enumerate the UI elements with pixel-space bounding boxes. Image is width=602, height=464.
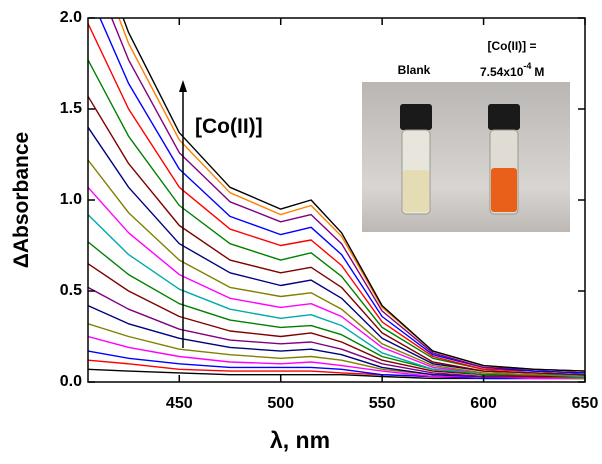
chart: [Co(II)] Blank [Co(II)] = 7.54x10-4M λ, … [0,0,602,464]
y-tick-label: 2.0 [60,9,82,26]
inset-label: Blank [398,63,431,77]
inset-label: [Co(II)] = [488,39,537,53]
arrow-label: [Co(II)] [195,115,263,138]
x-tick-label: 550 [369,395,396,412]
spectrum-line [88,287,585,376]
page: {"chart_data": {"type": "line", "x_label… [0,0,602,464]
unit: M [534,65,544,79]
x-tick-label: 500 [267,395,294,412]
x-tick-label: 650 [572,395,599,412]
y-axis-label: ΔAbsorbance [10,132,33,268]
arrow-head [179,80,187,92]
exponent: -4 [523,61,531,71]
y-tick-label: 1.5 [60,100,82,117]
y-tick-label: 0.0 [60,373,82,390]
x-tick-label: 450 [166,395,193,412]
x-tick-label: 600 [470,395,497,412]
y-tick-label: 0.5 [60,282,82,299]
y-tick-label: 1.0 [60,191,82,208]
mantissa: 7.54x10 [480,65,524,79]
inset-photo [362,82,570,232]
x-axis-label: λ, nm [270,427,330,453]
